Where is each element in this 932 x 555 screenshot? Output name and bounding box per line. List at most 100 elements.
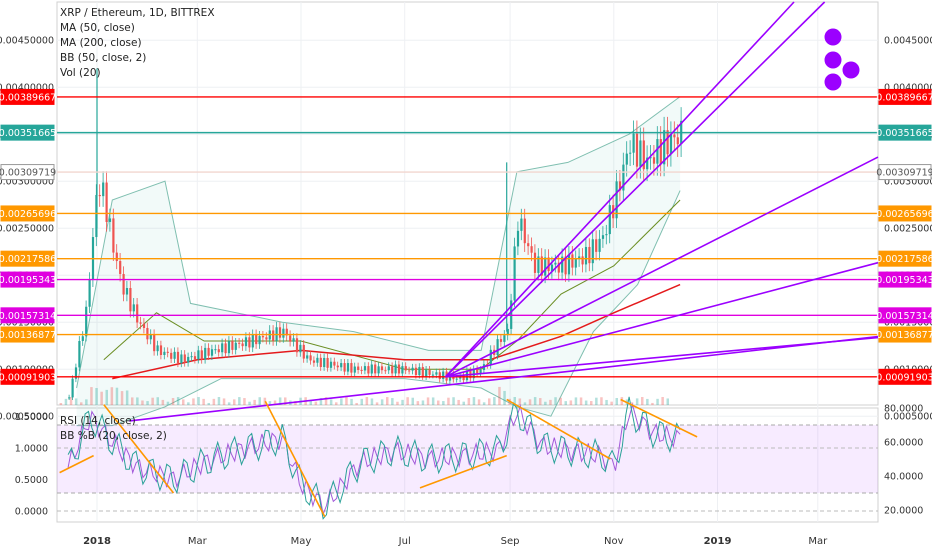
- volume-bar: [549, 399, 552, 405]
- volume-bar: [416, 401, 420, 405]
- candle-body: [343, 363, 346, 372]
- volume-bar: [574, 397, 578, 405]
- trend-line-long: [129, 335, 879, 422]
- candle-body: [248, 337, 251, 348]
- volume-bar: [498, 386, 501, 405]
- x-tick-label: Mar: [188, 536, 208, 547]
- level-badge-left: [0, 124, 55, 141]
- candle-body: [516, 230, 520, 247]
- legend: XRP / Ethereum, 1D, BITTREX MA (50, clos…: [60, 6, 215, 81]
- annotation-dot: [824, 73, 842, 91]
- volume-bar: [314, 401, 318, 405]
- oscillator-pane: [56, 407, 879, 523]
- level-badge-left-text: 0.00351665: [0, 128, 56, 139]
- candle-body: [646, 157, 649, 170]
- candle-body: [384, 370, 387, 372]
- volume-bar: [268, 401, 272, 405]
- volume-bar: [452, 397, 455, 405]
- candle-body: [605, 234, 608, 236]
- osc-right-tick: 80.0000: [884, 404, 923, 415]
- volume-bar: [243, 398, 246, 405]
- symbol-title: XRP / Ethereum, 1D, BITTREX: [60, 7, 215, 19]
- volume-bar: [233, 399, 236, 405]
- candle-body: [588, 246, 591, 264]
- volume-bar: [74, 398, 78, 405]
- candle-body: [666, 130, 669, 155]
- candle-body: [132, 304, 135, 312]
- volume-bar: [202, 398, 205, 405]
- candle-body: [272, 330, 275, 341]
- candle-body: [649, 157, 652, 159]
- volume-bar: [95, 388, 98, 405]
- candle-body: [567, 254, 571, 275]
- level-badge-left-text: 0.00389667: [0, 92, 56, 103]
- candle-body: [554, 262, 557, 265]
- candle-body: [360, 369, 363, 371]
- volume-bar: [131, 397, 134, 405]
- level-badge-right: [878, 250, 932, 267]
- candle-body: [200, 350, 203, 360]
- indicator-rsi: RSI (14, close): [60, 415, 136, 427]
- candle-body: [340, 363, 343, 368]
- indicator-ma50: MA (50, close): [60, 22, 135, 34]
- candle-body: [312, 360, 316, 363]
- candle-body: [68, 397, 71, 399]
- oscillator-annotation-line: [264, 400, 326, 518]
- y-tick-label-right: 0.00300000: [884, 177, 932, 188]
- candle-body: [329, 361, 333, 368]
- volume-bar: [350, 398, 353, 405]
- candle-body: [462, 375, 465, 381]
- candle-body: [391, 366, 394, 374]
- volume-bar: [207, 402, 210, 405]
- candle-body: [353, 366, 356, 373]
- volume-bar: [90, 387, 93, 405]
- candle-body: [204, 347, 207, 360]
- level-badge-right: [878, 164, 932, 181]
- y-tick-label-left: 0.00450000: [0, 36, 54, 47]
- candle-body: [98, 194, 101, 197]
- volume-bar: [503, 390, 506, 405]
- volume-bar: [437, 400, 440, 405]
- candle-body: [601, 235, 605, 239]
- candle-body: [401, 366, 404, 374]
- level-badge-left-text: 0.00157314: [0, 311, 56, 322]
- volume-bar: [156, 397, 159, 405]
- candle-body: [557, 262, 560, 273]
- candle-body: [176, 351, 180, 364]
- volume-bar: [319, 398, 323, 405]
- volume-bar: [493, 397, 496, 405]
- y-tick-label-left: 0.00050000: [0, 412, 54, 423]
- candle-body: [513, 246, 516, 301]
- level-badge-right: [878, 307, 932, 324]
- volume-bar: [620, 397, 624, 405]
- candle-body: [251, 334, 254, 348]
- candle-body: [438, 372, 441, 379]
- candle-body: [404, 366, 407, 371]
- candle-body: [578, 256, 581, 259]
- candle-body: [506, 328, 509, 336]
- candle-body: [676, 137, 679, 145]
- ma200-line: [112, 283, 681, 380]
- candle-body: [146, 327, 149, 340]
- y-tick-label-left: 0.00400000: [0, 83, 54, 94]
- candle-body: [173, 351, 176, 359]
- volume-bar: [345, 397, 348, 405]
- candle-body: [292, 338, 295, 342]
- osc-left-tick: 0.0000: [15, 507, 48, 518]
- osc-right-tick: 20.0000: [884, 506, 923, 517]
- candle-body: [170, 352, 173, 359]
- candle-body: [632, 133, 635, 153]
- volume-bar: [488, 398, 491, 405]
- candle-body: [278, 327, 282, 338]
- candle-body: [598, 238, 601, 252]
- candle-body: [139, 322, 142, 324]
- volume-bar: [80, 402, 83, 405]
- x-tick-label: Sep: [501, 536, 520, 547]
- volume-bar: [340, 398, 343, 405]
- candle-body: [639, 140, 642, 167]
- volume-bar: [278, 397, 282, 405]
- level-badge-left-text: 0.00136877: [0, 330, 56, 341]
- level-badge-right: [878, 271, 932, 288]
- level-badge-left: [0, 368, 55, 385]
